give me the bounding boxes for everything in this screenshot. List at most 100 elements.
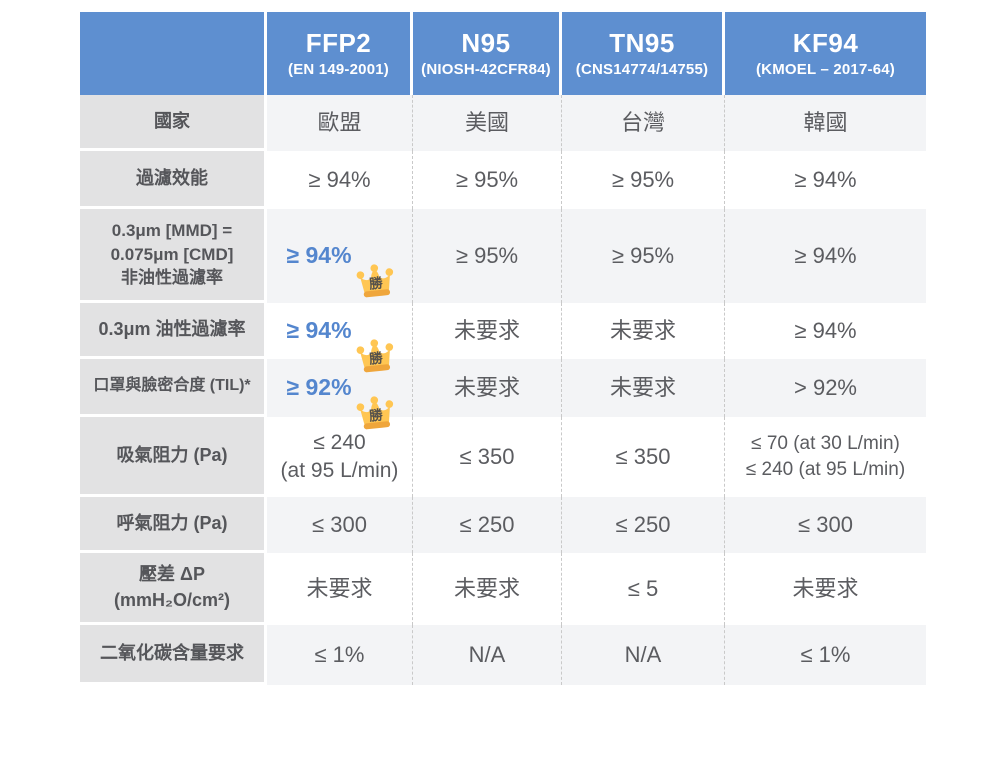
header-cell-ffp2: FFP2 (EN 149-2001) <box>267 12 413 95</box>
cell-value: ≤ 240 (at 95 L/min) <box>280 430 399 482</box>
cell-n95: 未要求 <box>413 359 562 417</box>
cell-value: ≥ 94% <box>286 242 352 269</box>
cell-value: 未要求 <box>792 576 859 602</box>
cell-ffp2: ≤ 1% <box>267 625 413 685</box>
cell-kf94: ≤ 300 <box>725 497 926 553</box>
cell-ffp2: ≥ 94% <box>267 151 413 209</box>
header-cell-empty <box>80 12 267 95</box>
cell-value: ≤ 1% <box>314 642 365 668</box>
cell-tn95: ≥ 95% <box>562 209 725 303</box>
header-cell-n95: N95 (NIOSH-42CFR84) <box>413 12 562 95</box>
cell-n95: N/A <box>413 625 562 685</box>
table-row-inhalation: 吸氣阻力 (Pa) ≤ 240 (at 95 L/min) ≤ 350 ≤ 35… <box>80 417 926 497</box>
standard-name: TN95 <box>609 28 675 59</box>
cell-kf94: ≥ 94% <box>725 303 926 359</box>
cell-ffp2: ≤ 300 <box>267 497 413 553</box>
cell-value: 未要求 <box>453 318 520 344</box>
cell-value: ≥ 94% <box>794 243 857 269</box>
cell-value: 未要求 <box>453 576 520 602</box>
cell-kf94: ≤ 1% <box>725 625 926 685</box>
cell-value: ≤ 300 <box>312 512 367 538</box>
row-label: 口罩與臉密合度 (TIL)* <box>80 359 267 417</box>
cell-value: ≤ 300 <box>798 512 853 538</box>
standard-name: N95 <box>461 28 511 59</box>
cell-value: 台灣 <box>620 110 665 136</box>
row-label: 0.3μm [MMD] = 0.075μm [CMD] 非油性過濾率 <box>80 209 267 303</box>
winner-crown-icon: 勝 <box>350 362 394 430</box>
cell-n95: ≥ 95% <box>413 151 562 209</box>
cell-value: 未要求 <box>609 375 676 401</box>
cell-tn95: 未要求 <box>562 303 725 359</box>
cell-value: ≥ 95% <box>455 243 519 269</box>
cell-ffp2-winner: ≥ 94% 勝 <box>267 209 413 303</box>
header-cell-tn95: TN95 (CNS14774/14755) <box>562 12 725 95</box>
svg-text:勝: 勝 <box>368 274 384 291</box>
standard-name: FFP2 <box>305 28 372 59</box>
cell-value: 韓國 <box>803 110 848 136</box>
cell-n95: 未要求 <box>413 303 562 359</box>
standard-code: (EN 149-2001) <box>288 60 389 78</box>
table-row-co2: 二氧化碳含量要求 ≤ 1% N/A N/A ≤ 1% <box>80 625 926 685</box>
cell-value: 未要求 <box>306 576 373 602</box>
cell-value: 未要求 <box>453 375 520 401</box>
cell-ffp2: 未要求 <box>267 553 413 625</box>
cell-tn95: ≤ 350 <box>562 417 725 497</box>
svg-text:勝: 勝 <box>368 349 384 366</box>
table-header-row: FFP2 (EN 149-2001) N95 (NIOSH-42CFR84) T… <box>80 12 926 95</box>
cell-ffp2: 歐盟 <box>267 95 413 151</box>
cell-kf94: ≤ 70 (at 30 L/min) ≤ 240 (at 95 L/min) <box>725 417 926 497</box>
table-row-country: 國家 歐盟 美國 台灣 韓國 <box>80 95 926 151</box>
cell-value: ≥ 92% <box>286 374 352 401</box>
cell-ffp2: ≤ 240 (at 95 L/min) <box>267 417 413 497</box>
svg-text:勝: 勝 <box>368 406 384 423</box>
cell-n95: ≤ 350 <box>413 417 562 497</box>
row-label: 國家 <box>80 95 267 151</box>
row-label: 二氧化碳含量要求 <box>80 625 267 685</box>
cell-value: > 92% <box>794 375 857 401</box>
cell-value: ≥ 95% <box>611 243 675 269</box>
table-row-nonoily: 0.3μm [MMD] = 0.075μm [CMD] 非油性過濾率 ≥ 94%… <box>80 209 926 303</box>
standard-code: (NIOSH-42CFR84) <box>421 60 551 78</box>
cell-kf94: 韓國 <box>725 95 926 151</box>
cell-ffp2-winner: ≥ 94% 勝 <box>267 303 413 373</box>
row-label: 過濾效能 <box>80 151 267 209</box>
cell-n95: 未要求 <box>413 553 562 625</box>
cell-n95: 美國 <box>413 95 562 151</box>
cell-value: ≤ 350 <box>459 444 515 470</box>
mask-standards-table: FFP2 (EN 149-2001) N95 (NIOSH-42CFR84) T… <box>80 12 926 685</box>
cell-value: 美國 <box>464 110 509 136</box>
table-row-filtration: 過濾效能 ≥ 94% ≥ 95% ≥ 95% ≥ 94% <box>80 151 926 209</box>
standard-code: (CNS14774/14755) <box>575 60 709 78</box>
cell-value: ≥ 94% <box>794 318 857 344</box>
cell-kf94: 未要求 <box>725 553 926 625</box>
cell-n95: ≥ 95% <box>413 209 562 303</box>
row-label: 壓差 ΔP (mmH₂O/cm²) <box>80 553 267 625</box>
standard-code: (KMOEL – 2017-64) <box>755 60 895 78</box>
cell-tn95: ≥ 95% <box>562 151 725 209</box>
header-cell-kf94: KF94 (KMOEL – 2017-64) <box>725 12 926 95</box>
cell-kf94: > 92% <box>725 359 926 417</box>
standard-name: KF94 <box>792 28 859 59</box>
cell-kf94: ≥ 94% <box>725 209 926 303</box>
cell-value: ≤ 5 <box>627 576 659 602</box>
table-row-pressure: 壓差 ΔP (mmH₂O/cm²) 未要求 未要求 ≤ 5 未要求 <box>80 553 926 625</box>
cell-tn95: N/A <box>562 625 725 685</box>
cell-tn95: ≤ 250 <box>562 497 725 553</box>
cell-kf94: ≥ 94% <box>725 151 926 209</box>
table-row-fit: 口罩與臉密合度 (TIL)* ≥ 92% 勝 未要求 未要求 > 92% <box>80 359 926 430</box>
cell-value: 歐盟 <box>317 110 362 136</box>
cell-value: N/A <box>624 642 662 668</box>
row-label: 吸氣阻力 (Pa) <box>80 417 267 497</box>
cell-value: ≤ 250 <box>615 512 671 538</box>
cell-tn95: 未要求 <box>562 359 725 417</box>
cell-value: ≥ 94% <box>794 167 857 193</box>
cell-n95: ≤ 250 <box>413 497 562 553</box>
cell-value: N/A <box>468 642 506 668</box>
cell-value: ≥ 95% <box>611 167 675 193</box>
cell-tn95: 台灣 <box>562 95 725 151</box>
cell-tn95: ≤ 5 <box>562 553 725 625</box>
cell-value: 未要求 <box>609 318 676 344</box>
cell-value: ≥ 94% <box>308 167 371 193</box>
cell-ffp2-winner: ≥ 92% 勝 <box>267 359 413 430</box>
